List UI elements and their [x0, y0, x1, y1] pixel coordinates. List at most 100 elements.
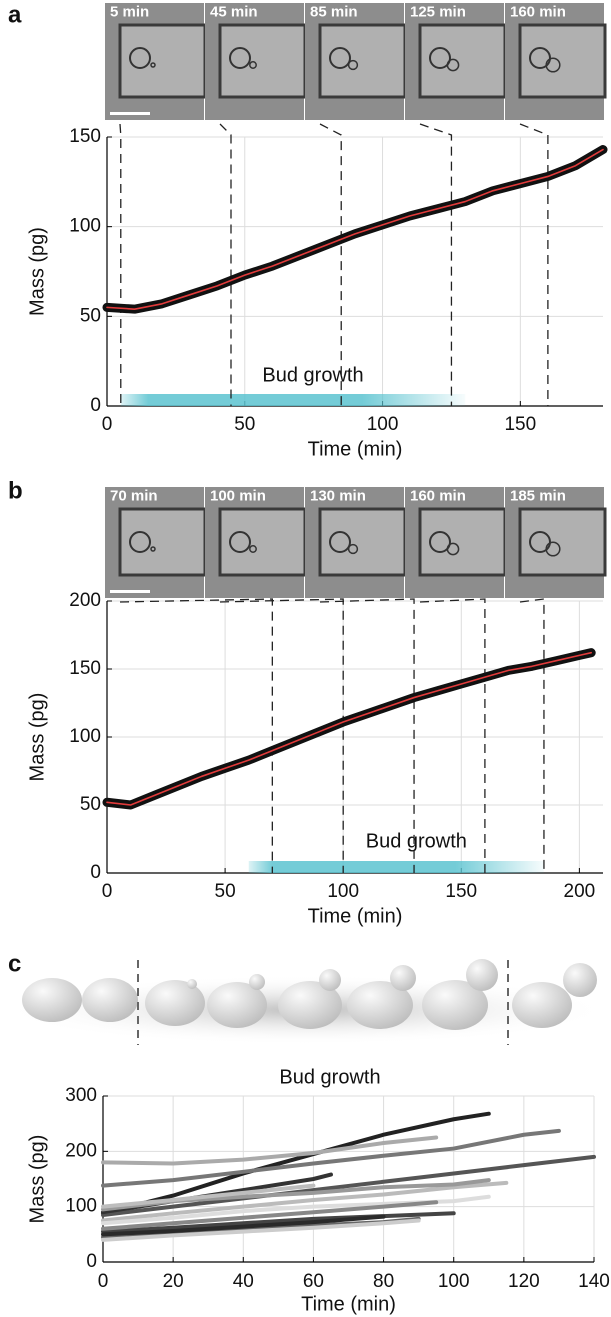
panel-label: b — [8, 477, 23, 504]
x-tick-label: 40 — [233, 1271, 254, 1292]
x-tick-label: 100 — [327, 881, 359, 902]
scale-bar — [110, 112, 150, 115]
micrograph-cell — [229, 47, 251, 69]
x-tick-label: 80 — [373, 1271, 394, 1292]
micrograph-chamber — [218, 507, 307, 577]
y-tick-label: 300 — [65, 1085, 97, 1106]
frame-marker — [119, 123, 122, 406]
series-line — [101, 1200, 439, 1231]
x-axis-title: Time (min) — [308, 905, 403, 927]
frame-label: 5 min — [110, 3, 149, 20]
x-tick-label: 100 — [367, 414, 399, 435]
smoothed-line — [106, 148, 604, 310]
frame-marker — [219, 123, 232, 406]
series-line — [101, 1154, 596, 1217]
frame-label: 185 min — [510, 487, 566, 504]
raw-data — [102, 648, 596, 810]
micrograph-bud — [347, 59, 359, 71]
x-tick-label: 150 — [445, 881, 477, 902]
cell-illustration — [0, 959, 611, 1045]
smoothed-line — [106, 651, 592, 806]
micrograph-bud — [150, 62, 156, 68]
y-tick-label: 0 — [90, 862, 101, 883]
frame-label: 45 min — [210, 3, 258, 20]
micrograph-cell — [229, 531, 251, 553]
micrograph-bud — [249, 61, 257, 69]
x-tick-label: 120 — [508, 1271, 540, 1292]
micrograph-bud — [150, 546, 156, 552]
frame-marker — [219, 598, 344, 873]
frame-marker — [119, 598, 273, 873]
frame-marker — [419, 598, 486, 873]
x-tick-label: 150 — [504, 414, 536, 435]
raw-data — [102, 145, 608, 314]
micrograph-cell — [329, 531, 351, 553]
x-axis-title: Time (min) — [308, 438, 403, 460]
micrograph-cell — [529, 531, 551, 553]
x-tick-label: 140 — [578, 1271, 610, 1292]
x-tick-label: 0 — [98, 1271, 109, 1292]
y-tick-label: 150 — [69, 658, 101, 679]
frame-marker — [519, 598, 545, 873]
series-line — [101, 1214, 386, 1237]
x-tick-label: 50 — [234, 414, 255, 435]
x-tick-label: 200 — [564, 881, 596, 902]
micrograph-chamber — [218, 23, 307, 99]
band-label: Bud growth — [262, 364, 363, 386]
frame-label: 130 min — [310, 487, 366, 504]
bud-growth-band — [120, 394, 466, 406]
y-axis-title: Mass (pg) — [26, 693, 48, 782]
micrograph-bud — [545, 57, 561, 73]
series-line — [101, 1128, 561, 1188]
micrograph-chamber — [518, 23, 607, 99]
x-tick-label: 0 — [102, 414, 113, 435]
y-tick-label: 200 — [65, 1140, 97, 1161]
micrograph-cell — [429, 531, 451, 553]
panel-label: a — [8, 1, 22, 28]
y-tick-label: 0 — [86, 1251, 97, 1272]
frame-marker — [319, 598, 415, 873]
y-tick-label: 50 — [80, 794, 101, 815]
y-tick-label: 100 — [65, 1196, 97, 1217]
micrograph-chamber — [118, 23, 207, 99]
y-tick-label: 100 — [69, 726, 101, 747]
y-tick-label: 0 — [90, 395, 101, 416]
series-line — [101, 1180, 509, 1223]
frame-label: 125 min — [410, 3, 466, 20]
micrograph-bud — [249, 545, 257, 553]
x-tick-label: 50 — [215, 881, 236, 902]
x-tick-label: 20 — [163, 1271, 184, 1292]
frame-label: 160 min — [510, 3, 566, 20]
y-tick-label: 50 — [80, 305, 101, 326]
micrograph-chamber — [418, 507, 507, 577]
y-tick-label: 150 — [69, 126, 101, 147]
bud-growth-band — [248, 861, 544, 873]
x-tick-label: 100 — [438, 1271, 470, 1292]
y-tick-label: 200 — [69, 590, 101, 611]
x-tick-label: 0 — [102, 881, 113, 902]
micrograph-chamber — [118, 507, 207, 577]
band-label: Bud growth — [366, 830, 467, 852]
series-line — [101, 1135, 439, 1166]
micrograph-bud — [545, 541, 561, 557]
illustration-label: Bud growth — [279, 1066, 380, 1088]
y-axis-title: Mass (pg) — [26, 227, 48, 316]
series-line — [101, 1194, 491, 1226]
x-axis-title: Time (min) — [301, 1293, 396, 1315]
x-tick-label: 60 — [303, 1271, 324, 1292]
micrograph-cell — [129, 47, 151, 69]
scale-bar — [110, 590, 150, 593]
micrograph-bud — [446, 542, 460, 556]
frame-label: 100 min — [210, 487, 266, 504]
micrograph-cell — [529, 47, 551, 69]
panel-label: c — [8, 950, 21, 977]
micrograph-cell — [429, 47, 451, 69]
micrograph-cell — [329, 47, 351, 69]
frame-marker — [519, 123, 549, 406]
y-axis-title: Mass (pg) — [26, 1135, 48, 1224]
series-line — [101, 1183, 316, 1209]
frame-label: 85 min — [310, 3, 358, 20]
series-line — [101, 1218, 421, 1242]
frame-marker — [419, 123, 453, 406]
